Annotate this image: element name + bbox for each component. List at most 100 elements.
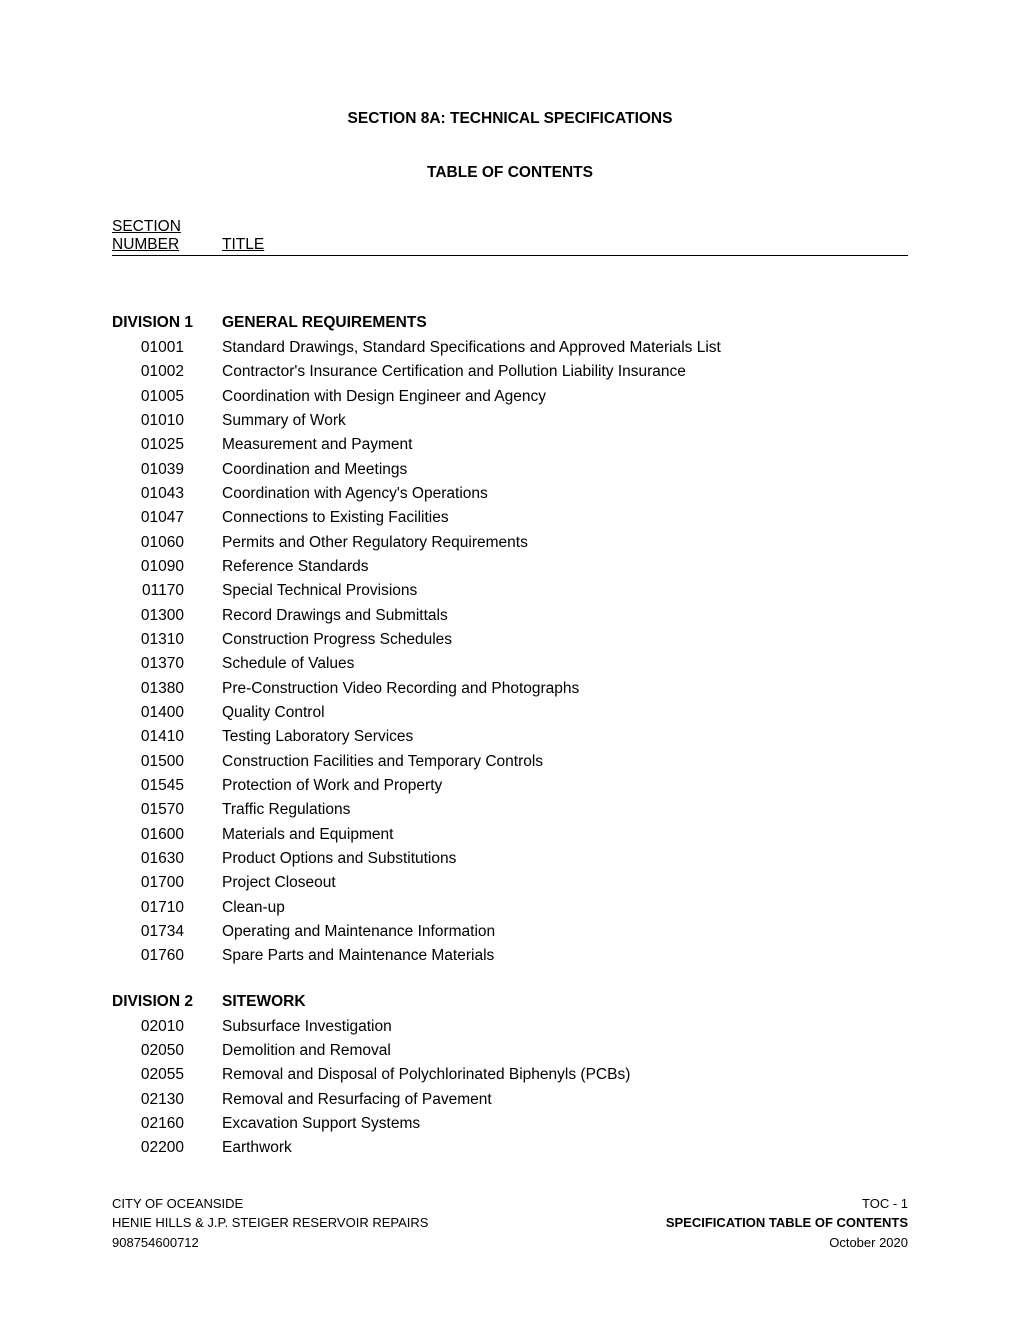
entry-number: 01170 — [112, 579, 222, 603]
footer-right: TOC - 1 SPECIFICATION TABLE OF CONTENTS … — [666, 1194, 908, 1253]
header-row: NUMBER TITLE — [112, 236, 908, 256]
toc-entry: 01370Schedule of Values — [112, 652, 908, 676]
entry-number: 01570 — [112, 798, 222, 822]
toc-entry: 02010Subsurface Investigation — [112, 1015, 908, 1039]
entry-title: Permits and Other Regulatory Requirement… — [222, 531, 908, 555]
entry-title: Quality Control — [222, 701, 908, 725]
footer-project: HENIE HILLS & J.P. STEIGER RESERVOIR REP… — [112, 1213, 428, 1233]
entry-number: 01410 — [112, 725, 222, 749]
toc-body: DIVISION 1GENERAL REQUIREMENTS01001Stand… — [112, 314, 908, 1161]
entry-title: Standard Drawings, Standard Specificatio… — [222, 336, 908, 360]
entry-number: 01300 — [112, 604, 222, 628]
toc-entry: 01010Summary of Work — [112, 409, 908, 433]
toc-entry: 01400Quality Control — [112, 701, 908, 725]
entry-title: Spare Parts and Maintenance Materials — [222, 944, 908, 968]
toc-entry: 01043Coordination with Agency's Operatio… — [112, 482, 908, 506]
entry-title: Connections to Existing Facilities — [222, 506, 908, 530]
entry-number: 01001 — [112, 336, 222, 360]
toc-entry: 01760Spare Parts and Maintenance Materia… — [112, 944, 908, 968]
entry-number: 01734 — [112, 920, 222, 944]
entry-number: 01060 — [112, 531, 222, 555]
entry-number: 01047 — [112, 506, 222, 530]
entry-number: 01025 — [112, 433, 222, 457]
footer-city: CITY OF OCEANSIDE — [112, 1194, 428, 1214]
footer-date: October 2020 — [666, 1233, 908, 1253]
entry-title: Construction Progress Schedules — [222, 628, 908, 652]
entry-number: 02200 — [112, 1136, 222, 1160]
section-title: SECTION 8A: TECHNICAL SPECIFICATIONS — [112, 110, 908, 128]
toc-entry: 01039Coordination and Meetings — [112, 458, 908, 482]
entry-title: Materials and Equipment — [222, 823, 908, 847]
toc-entry: 01060Permits and Other Regulatory Requir… — [112, 531, 908, 555]
footer-left: CITY OF OCEANSIDE HENIE HILLS & J.P. STE… — [112, 1194, 428, 1253]
entry-number: 01600 — [112, 823, 222, 847]
toc-entry: 01630Product Options and Substitutions — [112, 847, 908, 871]
entry-title: Removal and Disposal of Polychlorinated … — [222, 1063, 908, 1087]
header-number-label: NUMBER — [112, 236, 222, 254]
toc-entry: 01734Operating and Maintenance Informati… — [112, 920, 908, 944]
footer-doc-title: SPECIFICATION TABLE OF CONTENTS — [666, 1213, 908, 1233]
toc-entry: 01545Protection of Work and Property — [112, 774, 908, 798]
entry-title: Testing Laboratory Services — [222, 725, 908, 749]
entry-number: 01380 — [112, 677, 222, 701]
toc-entry: 01005Coordination with Design Engineer a… — [112, 385, 908, 409]
header-section-label: SECTION — [112, 218, 222, 236]
division-number: DIVISION 2 — [112, 993, 222, 1011]
division-title: SITEWORK — [222, 993, 306, 1011]
entry-title: Clean-up — [222, 896, 908, 920]
entry-number: 02130 — [112, 1088, 222, 1112]
entry-title: Summary of Work — [222, 409, 908, 433]
entry-title: Schedule of Values — [222, 652, 908, 676]
entry-number: 01010 — [112, 409, 222, 433]
division-row: DIVISION 1GENERAL REQUIREMENTS — [112, 314, 908, 332]
toc-entry: 02160Excavation Support Systems — [112, 1112, 908, 1136]
entry-title: Coordination with Agency's Operations — [222, 482, 908, 506]
toc-entry: 01600Materials and Equipment — [112, 823, 908, 847]
entry-title: Contractor's Insurance Certification and… — [222, 360, 908, 384]
toc-entry: 01090Reference Standards — [112, 555, 908, 579]
entry-title: Removal and Resurfacing of Pavement — [222, 1088, 908, 1112]
entry-title: Excavation Support Systems — [222, 1112, 908, 1136]
entry-number: 01760 — [112, 944, 222, 968]
entry-title: Project Closeout — [222, 871, 908, 895]
entry-title: Protection of Work and Property — [222, 774, 908, 798]
entry-number: 01370 — [112, 652, 222, 676]
toc-entry: 02055Removal and Disposal of Polychlorin… — [112, 1063, 908, 1087]
entry-title: Product Options and Substitutions — [222, 847, 908, 871]
entry-title: Coordination with Design Engineer and Ag… — [222, 385, 908, 409]
entry-title: Coordination and Meetings — [222, 458, 908, 482]
toc-entry: 01310Construction Progress Schedules — [112, 628, 908, 652]
entry-title: Measurement and Payment — [222, 433, 908, 457]
entry-title: Subsurface Investigation — [222, 1015, 908, 1039]
toc-entry: 01700Project Closeout — [112, 871, 908, 895]
toc-entry: 01500Construction Facilities and Tempora… — [112, 750, 908, 774]
entry-number: 01310 — [112, 628, 222, 652]
entry-title: Reference Standards — [222, 555, 908, 579]
entry-title: Earthwork — [222, 1136, 908, 1160]
entry-number: 01002 — [112, 360, 222, 384]
entry-number: 01630 — [112, 847, 222, 871]
toc-entry: 01025Measurement and Payment — [112, 433, 908, 457]
toc-entry: 01001Standard Drawings, Standard Specifi… — [112, 336, 908, 360]
entry-title: Traffic Regulations — [222, 798, 908, 822]
toc-entry: 01002Contractor's Insurance Certificatio… — [112, 360, 908, 384]
division-row: DIVISION 2SITEWORK — [112, 993, 908, 1011]
toc-title: TABLE OF CONTENTS — [112, 164, 908, 182]
toc-entry: 01570Traffic Regulations — [112, 798, 908, 822]
toc-entry: 01410Testing Laboratory Services — [112, 725, 908, 749]
division-number: DIVISION 1 — [112, 314, 222, 332]
footer-number: 908754600712 — [112, 1233, 428, 1253]
toc-entry: 01300Record Drawings and Submittals — [112, 604, 908, 628]
toc-entry: 02200Earthwork — [112, 1136, 908, 1160]
toc-entry: 01710Clean-up — [112, 896, 908, 920]
entry-number: 01710 — [112, 896, 222, 920]
entry-number: 02160 — [112, 1112, 222, 1136]
division-title: GENERAL REQUIREMENTS — [222, 314, 427, 332]
entry-number: 02055 — [112, 1063, 222, 1087]
entry-number: 01005 — [112, 385, 222, 409]
footer-page-number: TOC - 1 — [666, 1194, 908, 1214]
entry-number: 02010 — [112, 1015, 222, 1039]
entry-title: Operating and Maintenance Information — [222, 920, 908, 944]
toc-entry: 01380Pre-Construction Video Recording an… — [112, 677, 908, 701]
toc-entry: 01047Connections to Existing Facilities — [112, 506, 908, 530]
